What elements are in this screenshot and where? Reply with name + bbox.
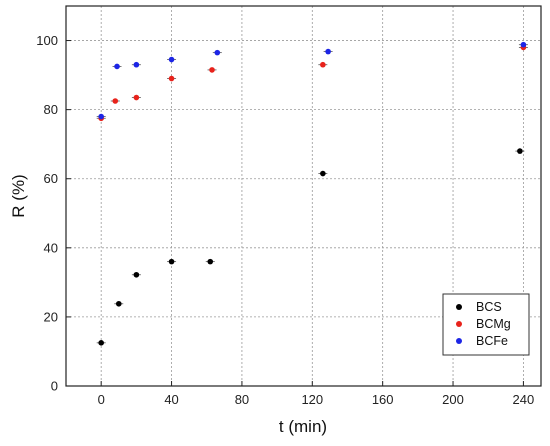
data-point	[207, 258, 214, 265]
y-tick-label: 60	[44, 171, 58, 186]
x-axis-title: t (min)	[279, 417, 327, 436]
x-tick-label: 240	[513, 392, 535, 407]
data-point	[115, 300, 122, 307]
data-point	[133, 61, 140, 68]
data-point	[168, 75, 175, 82]
legend-label: BCS	[476, 300, 502, 314]
y-tick-label: 0	[51, 379, 58, 394]
data-point	[168, 56, 175, 63]
y-tick-label: 100	[36, 33, 58, 48]
x-tick-label: 80	[235, 392, 249, 407]
x-tick-label: 120	[301, 392, 323, 407]
legend-marker	[456, 304, 462, 310]
legend: BCS BCMg BCFe	[442, 293, 530, 356]
data-point	[112, 98, 119, 104]
data-point	[325, 48, 331, 55]
y-tick-label: 20	[44, 309, 58, 324]
data-point	[98, 113, 104, 120]
legend-label: BCMg	[476, 317, 511, 331]
plot-frame	[65, 5, 542, 387]
legend-marker	[456, 321, 462, 327]
data-point	[133, 94, 140, 101]
y-tick-label: 80	[44, 102, 58, 117]
y-tick-label: 40	[44, 240, 58, 255]
data-points	[96, 41, 528, 346]
x-tick-label: 160	[372, 392, 394, 407]
data-point	[320, 61, 326, 68]
series-bcfe	[96, 41, 528, 120]
legend-label: BCFe	[476, 334, 508, 348]
data-point	[520, 41, 527, 48]
series-bcs	[96, 148, 525, 346]
legend-marker	[456, 338, 462, 344]
data-point	[114, 63, 120, 70]
data-point	[517, 148, 523, 154]
data-point	[214, 49, 221, 56]
data-point	[320, 170, 326, 177]
data-point	[133, 271, 140, 278]
data-point	[98, 340, 104, 346]
x-tick-label: 0	[98, 392, 105, 407]
x-tick-label: 200	[442, 392, 464, 407]
tick-labels: 0 40 80 120 160 200 240 0 20 40 60 80 100	[36, 33, 534, 407]
data-point	[168, 258, 175, 265]
data-point	[209, 67, 215, 73]
x-tick-label: 40	[164, 392, 178, 407]
y-axis-title: R (%)	[9, 174, 28, 217]
